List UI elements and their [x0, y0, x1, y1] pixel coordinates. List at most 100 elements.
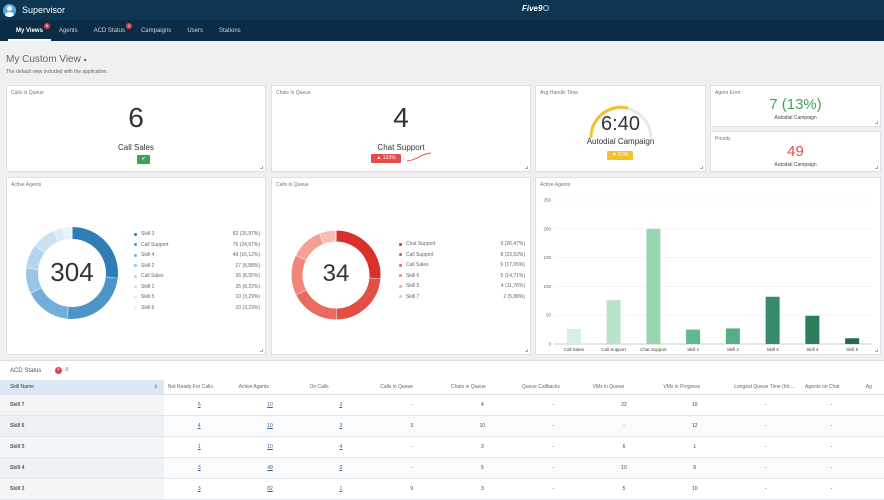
legend-item[interactable]: Skill 5 4 (11,76%) [399, 281, 525, 292]
table-row[interactable]: Skill 7 5 10 3-4-22 10- - [0, 394, 884, 416]
queue-name: Call Sales [117, 143, 154, 152]
column-header[interactable]: Calls in Queue [376, 380, 448, 395]
resize-handle-icon[interactable] [700, 166, 703, 169]
legend-item[interactable]: Skill 4 49 (16,12%) [134, 250, 260, 261]
table-row[interactable]: Skill 4 3 49 3-5-10 6- - [0, 457, 884, 479]
table-cell[interactable]: 4 [163, 415, 235, 437]
table-cell[interactable]: 82 [234, 478, 306, 500]
resize-handle-icon[interactable] [875, 166, 878, 169]
resize-handle-icon[interactable] [260, 349, 263, 352]
legend-item[interactable]: Skill 6 5 (14,71%) [399, 271, 525, 282]
legend-item[interactable]: Call Support 76 (24,67%) [134, 240, 260, 251]
bar[interactable] [606, 300, 621, 344]
tab-label: Agents [58, 28, 78, 34]
donut-segment[interactable] [35, 230, 59, 253]
acd-status-title: ACD Status [10, 368, 42, 374]
tab-campaigns[interactable]: Campaigns [133, 20, 179, 41]
table-cell[interactable]: 3 [163, 478, 235, 500]
donut-segment[interactable] [296, 289, 337, 320]
table-cell[interactable]: 10 [234, 415, 306, 437]
resize-handle-icon[interactable] [875, 121, 878, 124]
table-cell[interactable]: 3 [305, 394, 377, 416]
bar[interactable] [566, 329, 581, 344]
legend-item[interactable]: Skill 3 82 (26,97%) [134, 229, 260, 240]
close-icon[interactable]: × [55, 367, 62, 374]
tab-users[interactable]: Users [179, 20, 211, 41]
bar[interactable] [725, 328, 740, 344]
donut-segment[interactable] [26, 268, 42, 293]
table-cell [861, 457, 884, 479]
legend-value: 49 (16,12%) [232, 252, 260, 259]
table-cell[interactable]: 1 [163, 436, 235, 458]
resize-handle-icon[interactable] [875, 349, 878, 352]
tab-my-views[interactable]: My Views 1 [8, 20, 51, 41]
bar[interactable] [805, 315, 820, 344]
column-header[interactable]: VMs in Queue [588, 380, 660, 395]
donut-segment[interactable] [291, 255, 307, 295]
donut-segment[interactable] [71, 227, 118, 279]
donut-segment[interactable] [296, 233, 325, 261]
column-header[interactable]: Queue Callbacks [517, 380, 589, 395]
resize-handle-icon[interactable] [525, 166, 528, 169]
table-row[interactable]: Skill 5 1 10 4-3-6 1- - [0, 436, 884, 458]
resize-handle-icon[interactable] [260, 166, 263, 169]
legend-value: 25 (8,22%) [235, 283, 260, 290]
sort-icon[interactable]: ⇕ [153, 383, 158, 390]
legend-item[interactable]: Skill 7 2 (5,88%) [399, 292, 525, 303]
donut-segment[interactable] [53, 227, 66, 242]
tab-agents[interactable]: Agents [51, 20, 86, 41]
legend-label: Skill 6 [141, 304, 155, 311]
menu-icon[interactable]: ≡ [65, 367, 69, 373]
resize-handle-icon[interactable] [525, 349, 528, 352]
bar[interactable] [686, 329, 701, 344]
column-header[interactable]: Longest Queue Time (hh:... [730, 380, 802, 395]
bar[interactable] [646, 228, 661, 344]
table-cell[interactable]: 3 [305, 457, 377, 479]
legend-item[interactable]: Skill 6 10 (3,29%) [134, 303, 260, 314]
donut-segment[interactable] [62, 227, 73, 240]
column-header[interactable]: VMs in Progress [659, 380, 731, 395]
donut-segment[interactable] [66, 276, 118, 319]
table-cell[interactable]: 10 [234, 436, 306, 458]
legend-dot-icon [399, 295, 402, 299]
legend-item[interactable]: Skill 5 10 (3,29%) [134, 292, 260, 303]
legend-item[interactable]: Skill 2 27 (8,88%) [134, 261, 260, 272]
user-avatar-icon[interactable] [3, 3, 16, 17]
donut-segment[interactable] [30, 287, 69, 319]
legend-item[interactable]: Call Sales 26 (8,55%) [134, 271, 260, 282]
bar[interactable] [845, 338, 860, 344]
donut-segment[interactable] [319, 230, 337, 244]
legend-item[interactable]: Call Sales 6 (17,65%) [399, 260, 525, 271]
table-cell[interactable]: 1 [305, 478, 377, 500]
column-header[interactable]: Active Agents [234, 380, 306, 395]
table-cell[interactable]: 3 [163, 457, 235, 479]
table-cell[interactable]: 10 [234, 394, 306, 416]
table-row[interactable]: Skill 6 4 10 3 3 10- -12- - [0, 415, 884, 437]
y-tick-label: 200 [543, 226, 551, 231]
table-cell[interactable]: 4 [305, 436, 377, 458]
column-header[interactable]: Ag [861, 380, 884, 395]
queue-name: Chat Support [377, 143, 425, 152]
column-header[interactable]: On Calls [305, 380, 377, 395]
view-selector[interactable]: My Custom View ▾ [6, 54, 87, 65]
tab-acd-status[interactable]: ACD Status 1 [86, 20, 133, 41]
column-header[interactable]: Chats in Queue [447, 380, 518, 395]
column-header[interactable]: Skill Name ⇕ [0, 380, 164, 395]
top-bar: Supervisor Five9 [0, 0, 884, 20]
legend-item[interactable]: Chat Support 9 (26,47%) [399, 239, 525, 250]
column-header[interactable]: Agents on Chat [801, 380, 862, 395]
table-cell[interactable]: 49 [234, 457, 306, 479]
table-cell[interactable]: 3 [305, 415, 377, 437]
legend-item[interactable]: Call Support 8 (23,53%) [399, 250, 525, 261]
bar[interactable] [765, 296, 780, 344]
calls-in-queue-value: 6 [128, 102, 144, 133]
table-cell[interactable]: 5 [163, 394, 235, 416]
donut-segment[interactable] [335, 277, 381, 320]
legend-item[interactable]: Skill 1 25 (8,22%) [134, 282, 260, 293]
donut-segment[interactable] [335, 230, 381, 280]
column-header[interactable]: Not Ready For Calls [163, 380, 235, 395]
table-row[interactable]: Skill 3 3 82 1 9 3-5 10- - [0, 478, 884, 500]
table-cell: - [376, 394, 448, 416]
donut-segment[interactable] [26, 245, 45, 270]
tab-stations[interactable]: Stations [211, 20, 249, 41]
